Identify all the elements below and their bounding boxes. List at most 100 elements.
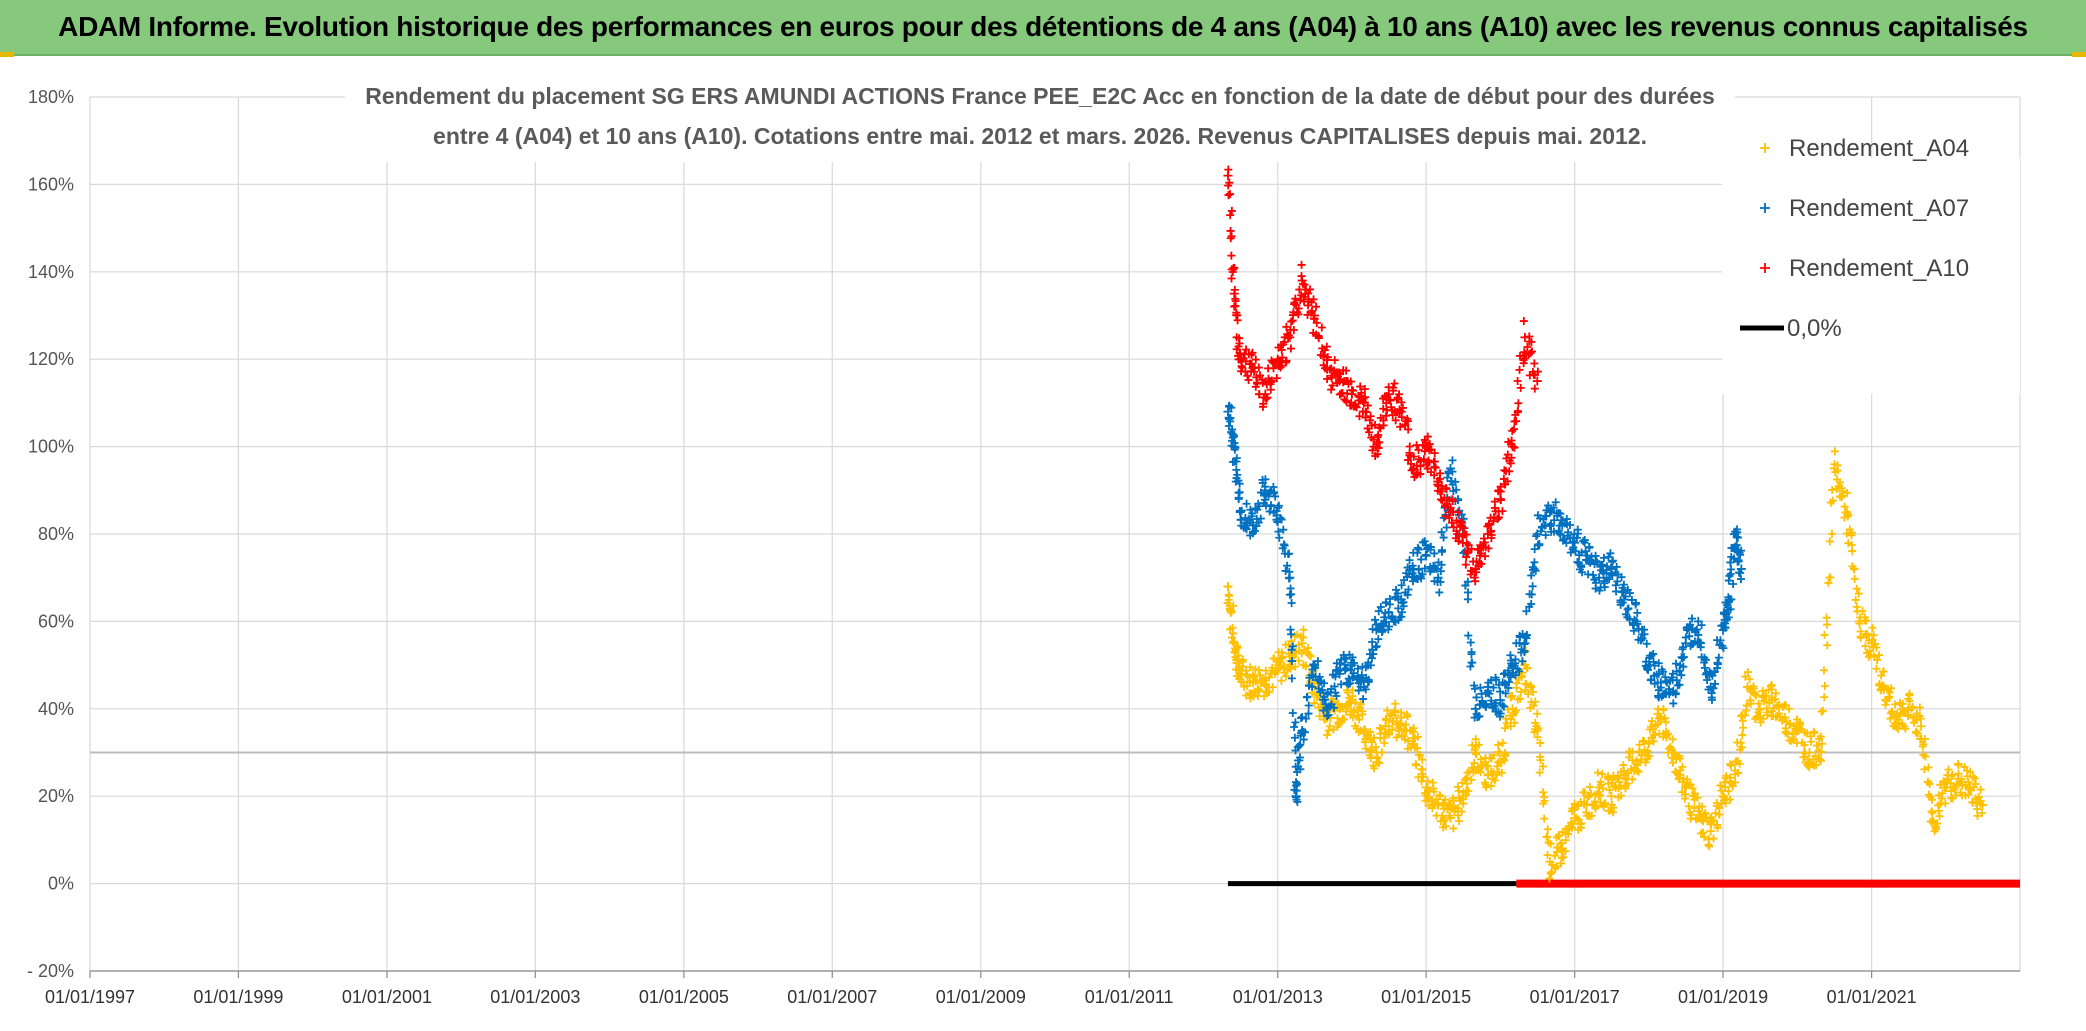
data-point-Rendement_A07	[1414, 545, 1423, 554]
data-point-Rendement_A10	[1322, 342, 1331, 351]
corner-mark-right	[2072, 52, 2086, 57]
data-point-Rendement_A04	[1644, 739, 1654, 749]
data-point-Rendement_A10	[1527, 337, 1536, 346]
data-point-Rendement_A04	[1741, 672, 1750, 681]
data-point-Rendement_A04	[1812, 760, 1821, 769]
data-point-Rendement_A10	[1342, 366, 1351, 375]
data-point-Rendement_A07	[1498, 701, 1507, 710]
data-point-Rendement_A04	[1570, 813, 1580, 823]
data-point-Rendement_A10	[1493, 515, 1502, 524]
data-point-Rendement_A04	[1927, 807, 1936, 816]
data-point-Rendement_A04	[1812, 741, 1821, 750]
data-point-Rendement_A04	[1976, 785, 1985, 794]
data-point-Rendement_A10	[1533, 367, 1542, 376]
data-point-Rendement_A07	[1649, 649, 1658, 658]
data-point-Rendement_A10	[1520, 332, 1530, 342]
data-point-Rendement_A07	[1295, 741, 1304, 750]
data-point-Rendement_A04	[1260, 692, 1269, 701]
data-point-Rendement_A07	[1446, 463, 1456, 473]
data-point-Rendement_A04	[1297, 638, 1307, 648]
data-point-Rendement_A07	[1241, 514, 1250, 523]
data-point-Rendement_A04	[1411, 760, 1420, 769]
data-point-Rendement_A07	[1672, 676, 1681, 685]
data-point-Rendement_A10	[1530, 359, 1539, 368]
legend-label: Rendement_A04	[1789, 135, 1969, 162]
data-point-Rendement_A04	[1848, 547, 1857, 556]
data-point-Rendement_A10	[1310, 311, 1320, 320]
data-point-Rendement_A04	[1306, 652, 1315, 661]
data-point-Rendement_A10	[1514, 399, 1523, 408]
data-point-Rendement_A04	[1920, 765, 1929, 774]
data-point-Rendement_A07	[1483, 682, 1493, 692]
data-point-Rendement_A04	[1850, 565, 1859, 574]
data-point-Rendement_A04	[1394, 726, 1403, 735]
data-point-Rendement_A10	[1470, 573, 1479, 582]
data-point-Rendement_A10	[1513, 407, 1522, 416]
data-point-Rendement_A07	[1500, 679, 1509, 688]
data-point-Rendement_A07	[1395, 613, 1404, 622]
data-point-Rendement_A07	[1290, 722, 1299, 731]
data-point-Rendement_A04	[1235, 669, 1245, 679]
data-point-Rendement_A04	[1545, 874, 1554, 883]
data-point-Rendement_A10	[1477, 559, 1486, 568]
data-point-Rendement_A04	[1816, 732, 1825, 741]
data-point-Rendement_A10	[1251, 355, 1260, 364]
data-point-Rendement_A07	[1496, 687, 1505, 696]
data-point-Rendement_A04	[1971, 780, 1980, 789]
data-point-Rendement_A10	[1277, 361, 1286, 370]
data-point-Rendement_A10	[1363, 424, 1372, 433]
data-point-Rendement_A07	[1518, 657, 1527, 666]
data-point-Rendement_A07	[1384, 608, 1394, 618]
x-tick-label: 01/01/2001	[342, 987, 432, 1007]
data-point-Rendement_A10	[1282, 356, 1291, 365]
data-point-Rendement_A07	[1426, 543, 1435, 552]
data-point-Rendement_A04	[1721, 799, 1730, 808]
data-point-Rendement_A04	[1698, 828, 1707, 837]
data-point-Rendement_A04	[1429, 784, 1438, 793]
data-point-Rendement_A04	[1457, 807, 1466, 816]
data-point-Rendement_A07	[1706, 682, 1716, 692]
y-tick-label: - 20%	[27, 961, 74, 981]
data-point-Rendement_A07	[1592, 557, 1601, 566]
data-point-Rendement_A07	[1229, 442, 1239, 452]
data-point-Rendement_A07	[1382, 598, 1391, 607]
data-point-Rendement_A07	[1573, 525, 1582, 534]
data-point-Rendement_A04	[1693, 813, 1703, 823]
data-point-Rendement_A04	[1418, 755, 1427, 764]
data-point-Rendement_A04	[1383, 706, 1392, 715]
data-point-Rendement_A07	[1734, 557, 1743, 566]
data-point-Rendement_A04	[1913, 729, 1922, 738]
data-point-Rendement_A07	[1511, 671, 1520, 680]
data-point-Rendement_A07	[1417, 555, 1426, 564]
data-point-Rendement_A04	[1536, 756, 1545, 765]
x-tick-label: 01/01/2013	[1233, 987, 1323, 1007]
header-title: ADAM Informe. Evolution historique des p…	[58, 11, 2028, 42]
data-point-Rendement_A04	[1568, 823, 1577, 832]
data-point-Rendement_A07	[1463, 577, 1472, 586]
data-point-Rendement_A07	[1404, 585, 1413, 594]
data-point-Rendement_A10	[1441, 512, 1450, 521]
data-point-Rendement_A10	[1496, 487, 1505, 496]
chart-title-background	[345, 66, 1735, 162]
data-point-Rendement_A10	[1342, 397, 1351, 406]
data-point-Rendement_A04	[1743, 668, 1752, 677]
data-point-Rendement_A04	[1826, 573, 1835, 582]
data-point-Rendement_A07	[1729, 580, 1738, 589]
data-point-Rendement_A04	[1869, 631, 1878, 640]
data-point-Rendement_A04	[1238, 662, 1247, 671]
data-point-Rendement_A04	[1596, 791, 1605, 800]
data-point-Rendement_A07	[1310, 660, 1320, 670]
data-point-Rendement_A04	[1760, 697, 1769, 706]
data-point-Rendement_A10	[1235, 334, 1244, 343]
data-point-Rendement_A04	[1736, 738, 1745, 747]
data-point-Rendement_A04	[1693, 793, 1702, 802]
data-point-Rendement_A07	[1346, 679, 1354, 688]
data-point-Rendement_A04	[1540, 793, 1549, 802]
data-point-Rendement_A04	[1489, 751, 1498, 760]
data-point-Rendement_A07	[1439, 533, 1448, 542]
data-point-Rendement_A10	[1490, 497, 1499, 506]
data-point-Rendement_A04	[1786, 720, 1795, 729]
data-point-Rendement_A07	[1527, 571, 1536, 580]
data-point-Rendement_A07	[1528, 582, 1537, 591]
